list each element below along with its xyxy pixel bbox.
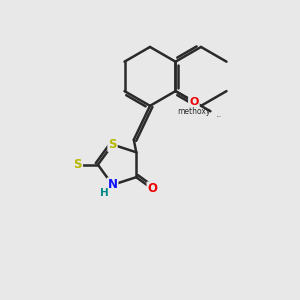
Text: O: O — [189, 97, 199, 107]
Text: S: S — [108, 138, 117, 151]
Text: methyl: methyl — [217, 116, 222, 117]
Text: S: S — [74, 158, 82, 171]
Text: N: N — [107, 178, 118, 191]
Text: methoxy: methoxy — [177, 107, 210, 116]
Text: O: O — [189, 97, 199, 107]
Text: H: H — [100, 188, 109, 198]
Text: O: O — [147, 182, 158, 196]
